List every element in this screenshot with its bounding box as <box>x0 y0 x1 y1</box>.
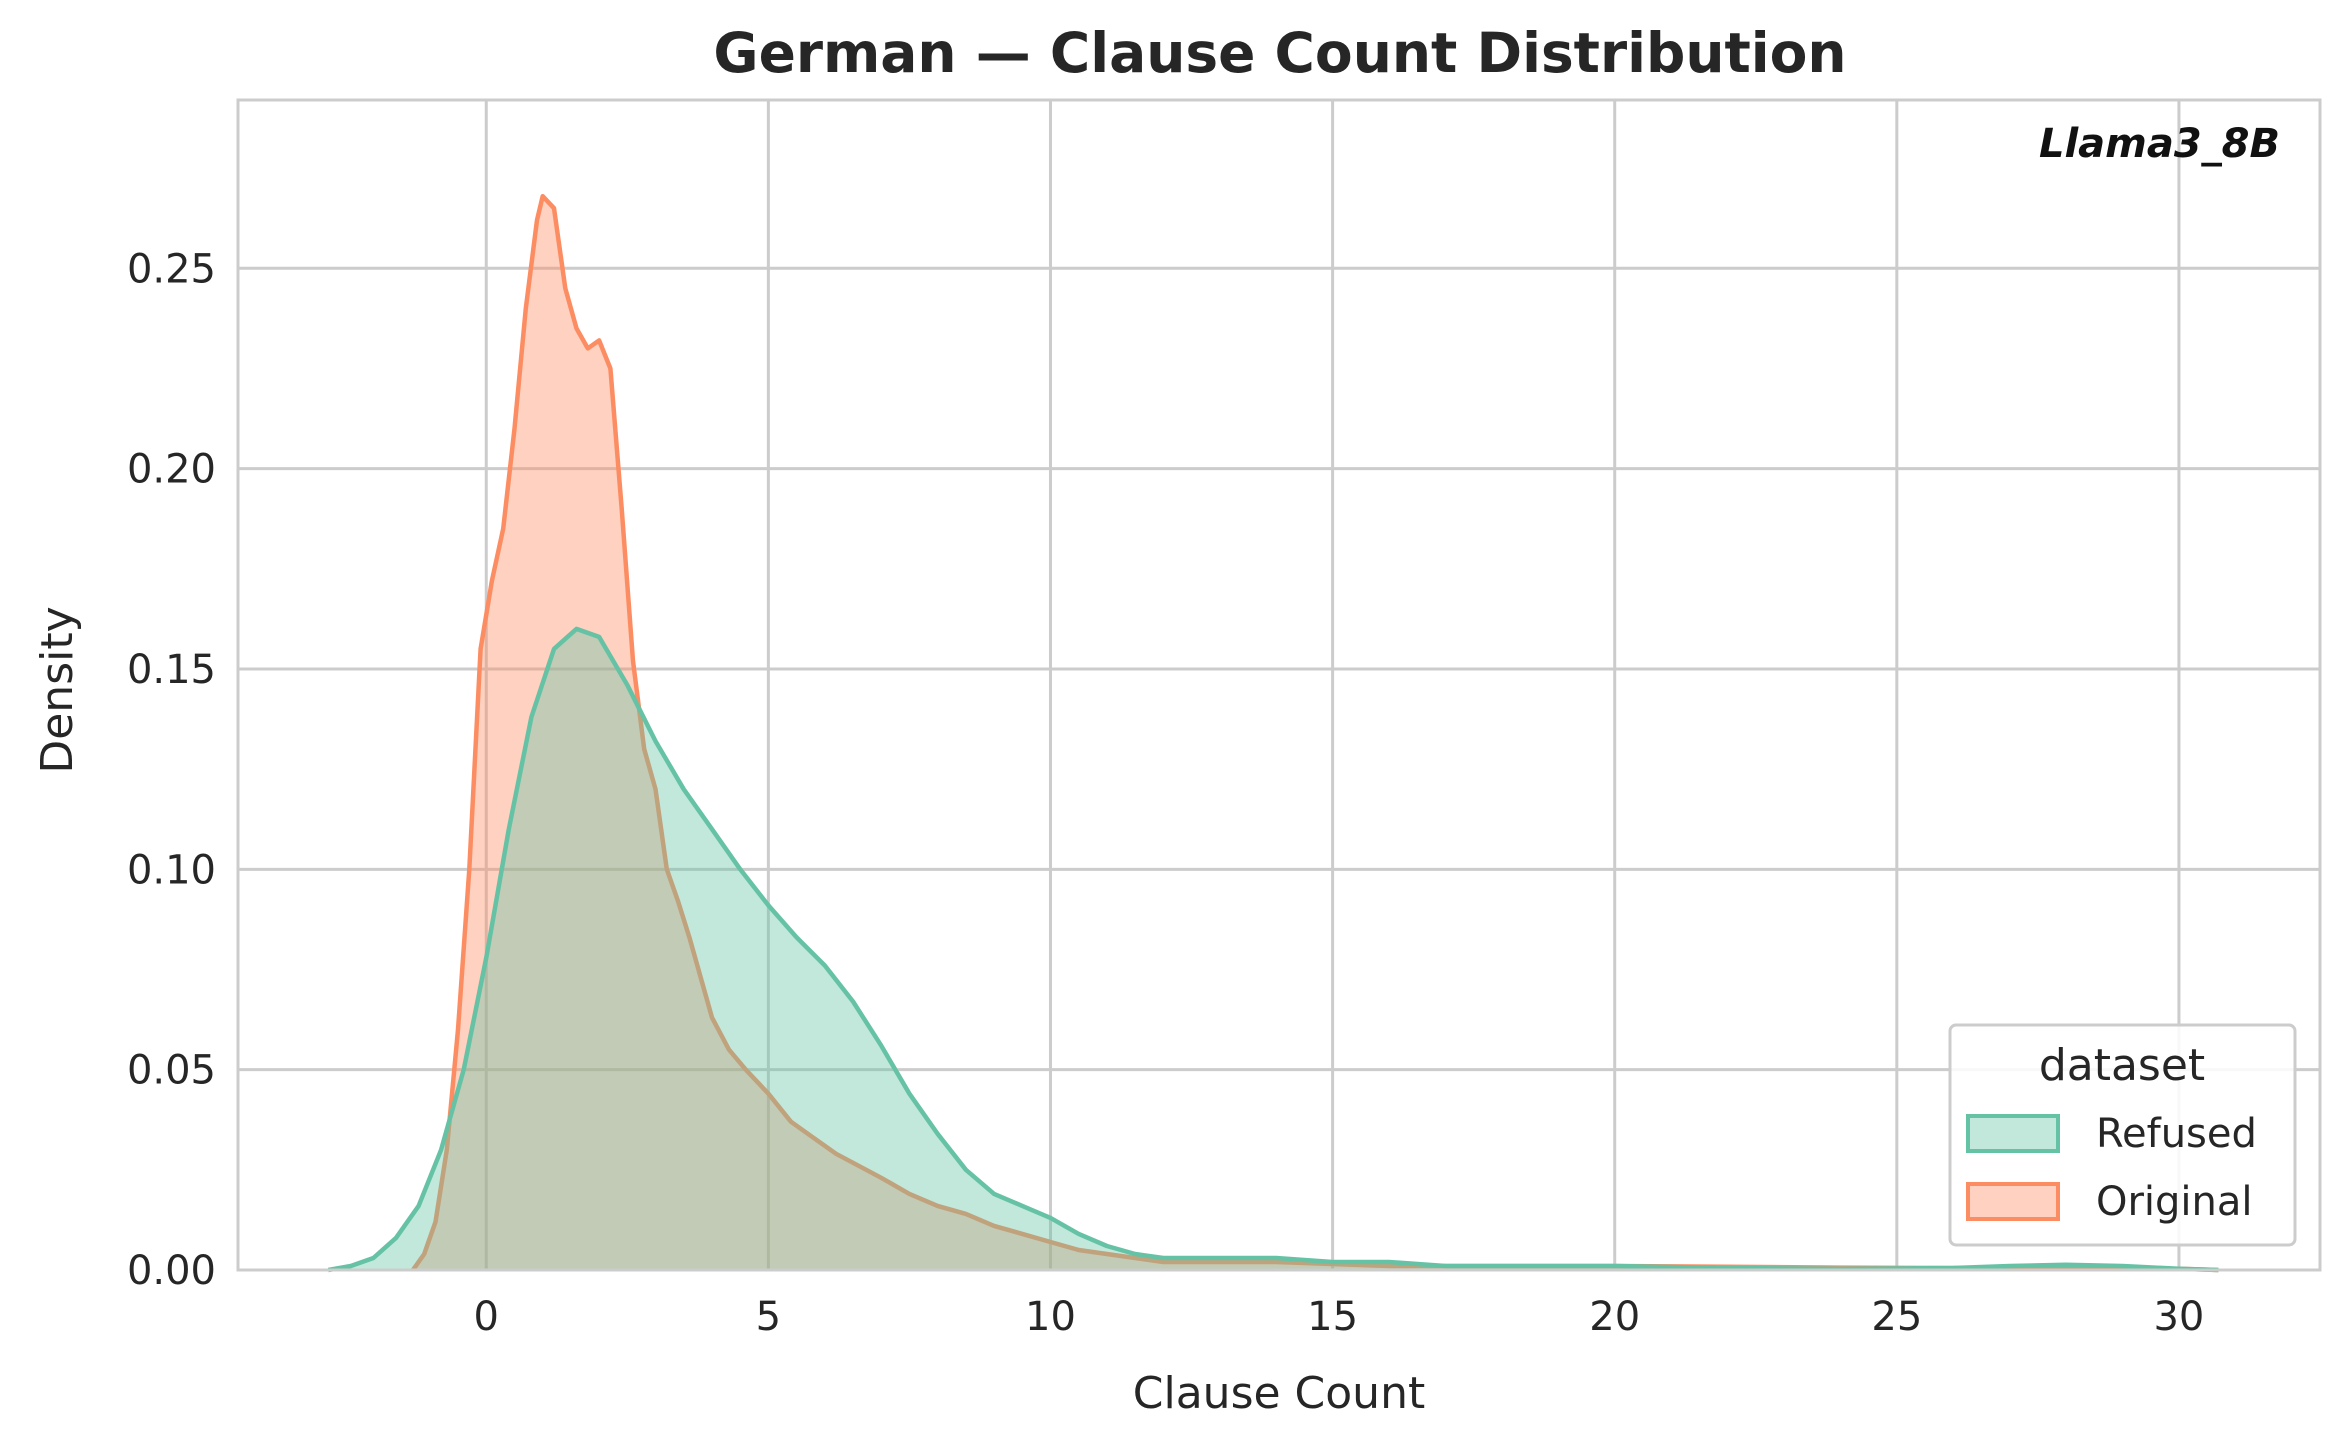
x-tick-label: 25 <box>1871 1294 1922 1340</box>
x-tick-label: 5 <box>756 1294 781 1340</box>
x-tick-label: 10 <box>1025 1294 1076 1340</box>
legend-swatch-original <box>1966 1182 2060 1221</box>
x-tick-label: 30 <box>2153 1294 2204 1340</box>
x-tick-label: 15 <box>1307 1294 1358 1340</box>
density-line-refused <box>327 626 2219 1273</box>
x-tick-labels: 0 5 10 15 20 25 30 <box>474 1294 2205 1340</box>
y-tick-label: 0.15 <box>127 647 216 693</box>
legend-label-original: Original <box>2096 1179 2253 1225</box>
plot-frame <box>236 98 2322 1272</box>
density-areas <box>327 193 2219 1273</box>
y-tick-label: 0.20 <box>127 447 216 493</box>
density-line-original <box>411 193 2219 1273</box>
legend-box <box>1948 1023 2297 1247</box>
legend-swatch-refused <box>1966 1114 2060 1153</box>
area-fill-original <box>412 196 2219 1271</box>
x-axis-label: Clause Count <box>1133 1368 1425 1419</box>
y-tick-labels: 0.00 0.05 0.10 0.15 0.20 0.25 <box>127 246 216 1294</box>
model-annotation: Llama3_8B <box>2039 121 2280 167</box>
y-tick-label: 0.05 <box>127 1048 216 1094</box>
chart-title: German — Clause Count Distribution <box>713 21 1846 85</box>
x-tick-label: 20 <box>1589 1294 1640 1340</box>
y-axis-label: Density <box>32 606 83 773</box>
x-tick-label: 0 <box>474 1294 499 1340</box>
grid <box>238 100 2320 1272</box>
y-tick-label: 0.10 <box>127 847 216 893</box>
legend-title: dataset <box>2039 1040 2205 1091</box>
legend: dataset Refused Original <box>1948 1023 2297 1247</box>
y-tick-label: 0.00 <box>127 1248 216 1294</box>
area-fill-refused <box>328 628 2219 1270</box>
legend-label-refused: Refused <box>2096 1111 2257 1157</box>
y-tick-label: 0.25 <box>127 246 216 292</box>
